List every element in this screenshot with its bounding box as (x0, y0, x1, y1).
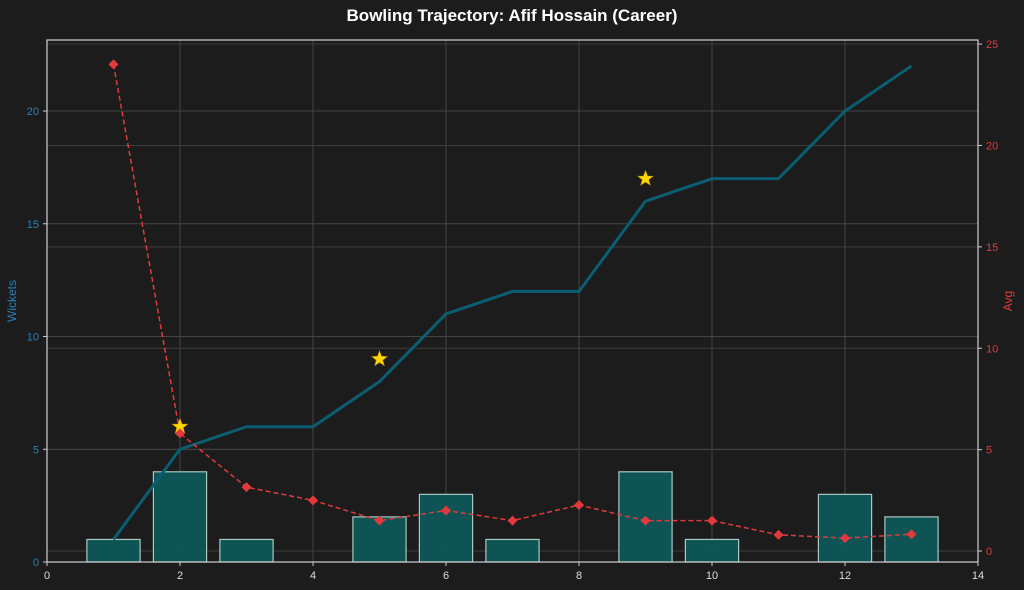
avg-marker (507, 515, 518, 526)
avg-line (112, 64, 912, 539)
x-tick-label: 6 (443, 570, 449, 582)
avg-marker (574, 500, 584, 511)
bar (817, 493, 873, 563)
y2-tick-label: 10 (986, 343, 998, 355)
y-tick-label: 0 (33, 557, 39, 569)
milestone-star (637, 169, 654, 186)
avg-marker (374, 515, 385, 526)
y-tick-label: 10 (27, 332, 39, 344)
y2-tick-label: 25 (986, 39, 998, 51)
avg-marker (308, 495, 318, 506)
bar (485, 538, 540, 563)
avg-marker (773, 529, 784, 540)
cumulative-wickets-line (112, 64, 913, 541)
y-tick-label: 5 (33, 444, 39, 456)
milestone-star (371, 350, 388, 367)
y2-tick-label: 20 (986, 140, 998, 152)
avg-marker (441, 505, 451, 516)
avg-marker (108, 59, 119, 70)
x-tick-label: 12 (839, 570, 851, 582)
x-tick-label: 10 (706, 570, 718, 582)
y2-axis-label: Avg (1001, 291, 1015, 311)
bar (219, 538, 274, 563)
x-tick-label: 14 (972, 570, 984, 582)
bar (152, 471, 208, 563)
y-axis-label: Wickets (5, 280, 19, 322)
x-tick-label: 2 (177, 570, 183, 582)
y2-tick-label: 0 (986, 546, 992, 558)
y-tick-label: 20 (27, 106, 39, 118)
y2-tick-label: 15 (986, 242, 998, 254)
bar (418, 493, 474, 563)
avg-marker (175, 428, 185, 439)
lines (108, 59, 917, 544)
chart-title: Bowling Trajectory: Afif Hossain (Career… (347, 6, 678, 25)
avg-marker (906, 529, 917, 540)
plot-frame (46, 39, 979, 563)
bar (684, 538, 740, 563)
avg-marker (840, 533, 850, 544)
bar (86, 538, 141, 563)
x-tick-label: 0 (44, 570, 50, 582)
avg-marker (640, 515, 651, 526)
avg-marker (707, 515, 717, 526)
x-tick-label: 8 (576, 570, 582, 582)
bar (884, 516, 939, 563)
y-tick-label: 15 (27, 219, 39, 231)
x-tick-label: 4 (310, 570, 316, 582)
y2-tick-label: 5 (986, 445, 992, 457)
avg-marker (241, 482, 252, 493)
